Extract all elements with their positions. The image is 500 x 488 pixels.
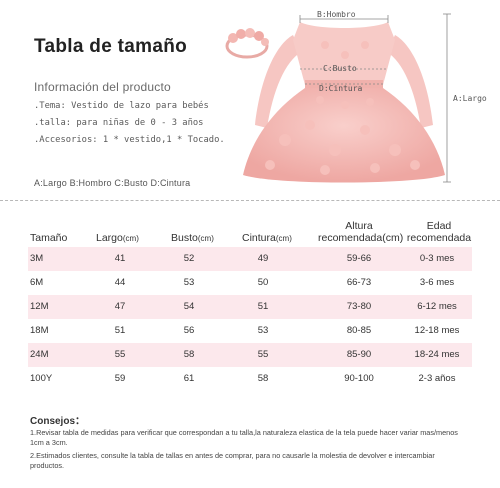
label-busto: C:Busto: [323, 64, 357, 73]
page-title: Tabla de tamaño: [34, 36, 188, 57]
table-cell: 61: [183, 373, 195, 384]
tips-title: Consejos：: [30, 416, 86, 427]
table-cell: 58: [257, 373, 269, 384]
table-cell: 51: [257, 301, 269, 312]
measurement-legend: A:Largo B:Hombro C:Busto D:Cintura: [34, 178, 191, 188]
table-cell: 55: [257, 349, 269, 360]
table-cell: 47: [114, 301, 126, 312]
size-cell: 3M: [30, 253, 44, 264]
table-cell: 59: [114, 373, 126, 384]
size-cell: 18M: [30, 325, 49, 336]
table-cell: 66-73: [346, 277, 372, 288]
table-cell: 41: [114, 253, 126, 264]
size-cell: 6M: [30, 277, 44, 288]
table-cell: 56: [183, 325, 195, 336]
header-size: Tamaño: [30, 232, 68, 244]
label-cintura: D:Cintura: [319, 84, 363, 93]
stripe-row-5: [28, 343, 472, 367]
table-cell: 51: [114, 325, 126, 336]
headband: [225, 28, 269, 59]
header-edad: Edad recomendada: [406, 220, 472, 244]
size-cell: 12M: [30, 301, 49, 312]
tip-2: 2.Estimados clientes, consulte la tabla …: [30, 451, 435, 470]
dress-illustration: B:Hombro C:Busto D:Cintura A:Largo: [215, 0, 500, 198]
info-theme: .Tema: Vestido de lazo para bebés: [34, 101, 209, 111]
size-cell: 100Y: [30, 373, 53, 384]
table-cell: 0-3 mes: [419, 253, 455, 264]
label-largo: A:Largo: [453, 94, 487, 103]
table-cell: 90-100: [344, 373, 374, 384]
size-cell: 24M: [30, 349, 49, 360]
tip-1: 1.Revisar tabla de medidas para verifica…: [30, 428, 458, 447]
dress-drawing: [225, 13, 451, 183]
table-cell: 18-24 mes: [414, 349, 460, 360]
table-cell: 73-80: [346, 301, 372, 312]
product-info-heading: Información del producto: [34, 80, 171, 94]
table-cell: 52: [183, 253, 195, 264]
table-cell: 54: [183, 301, 195, 312]
header-cintura: Cintura(cm): [242, 232, 292, 244]
label-hombro: B:Hombro: [317, 10, 356, 19]
table-cell: 80-85: [346, 325, 372, 336]
table-cell: 53: [257, 325, 269, 336]
header-largo: Largo(cm): [96, 232, 139, 244]
header-busto: Busto(cm): [171, 232, 214, 244]
table-cell: 59-66: [346, 253, 372, 264]
table-cell: 49: [257, 253, 269, 264]
table-cell: 53: [183, 277, 195, 288]
info-accessories: .Accesorios: 1 * vestido,1 * Tocado.: [34, 135, 225, 145]
section-divider: [0, 200, 500, 201]
table-cell: 58: [183, 349, 195, 360]
stripe-row-1: [28, 247, 472, 271]
table-cell: 85-90: [346, 349, 372, 360]
header-altura: Altura recomendada(cm): [318, 220, 404, 244]
info-size: .talla: para niñas de 0 - 3 años: [34, 118, 204, 128]
table-cell: 12-18 mes: [414, 325, 460, 336]
table-cell: 44: [114, 277, 126, 288]
stripe-row-3: [28, 295, 472, 319]
table-cell: 55: [114, 349, 126, 360]
table-cell: 50: [257, 277, 269, 288]
table-cell: 6-12 mes: [417, 301, 457, 312]
table-cell: 3-6 mes: [419, 277, 455, 288]
table-cell: 2-3 años: [418, 373, 456, 384]
